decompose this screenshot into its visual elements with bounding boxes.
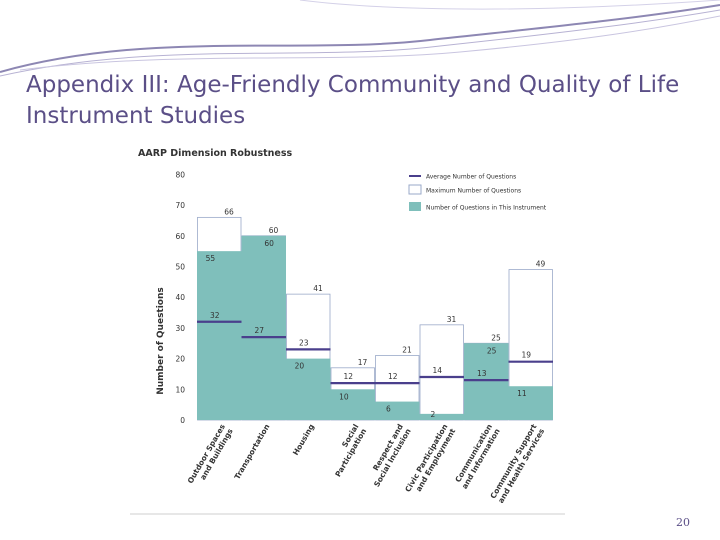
header-swoosh-decoration: [0, 0, 720, 77]
category-label: Transportation: [233, 423, 272, 482]
max-value-label: 21: [402, 346, 412, 355]
max-value-label: 66: [224, 207, 234, 216]
y-tick-label: 20: [175, 355, 185, 364]
average-value-label: 12: [344, 372, 354, 381]
instrument-value-label: 11: [517, 389, 527, 398]
average-value-label: 13: [477, 369, 487, 378]
instrument-bar: [197, 251, 242, 420]
average-value-label: 27: [255, 326, 265, 335]
legend-label: Maximum Number of Questions: [426, 188, 521, 195]
page-number: 20: [676, 516, 690, 529]
instrument-value-label: 6: [386, 405, 391, 414]
max-value-label: 49: [536, 260, 546, 269]
y-tick-label: 70: [175, 201, 185, 210]
instrument-value-label: 2: [430, 410, 435, 419]
instrument-bar: [375, 401, 420, 420]
average-value-label: 12: [388, 372, 398, 381]
max-value-label: 31: [447, 315, 457, 324]
legend-label: Average Number of Questions: [426, 174, 516, 181]
y-tick-label: 50: [175, 263, 185, 272]
y-axis-label: Number of Questions: [156, 287, 166, 395]
instrument-value-label: 60: [264, 239, 274, 248]
legend: Average Number of Questions Maximum Numbe…: [408, 174, 547, 212]
legend-swatch-instrument: [409, 202, 421, 211]
category-label: SocialParticipation: [326, 423, 369, 479]
instrument-bar: [330, 389, 375, 420]
x-axis-category-labels: Outdoor Spacesand BuildingsTransportatio…: [186, 422, 547, 505]
instrument-value-label: 10: [339, 392, 349, 401]
y-tick-label: 30: [175, 324, 185, 333]
instrument-bar: [286, 358, 331, 420]
instrument-bar: [464, 343, 509, 420]
instrument-bar: [508, 386, 553, 420]
category-label: Respect andSocial Inclusion: [364, 423, 413, 489]
category-label: Housing: [291, 423, 316, 457]
instrument-value-label: 55: [206, 254, 216, 263]
y-tick-label: 40: [175, 293, 185, 302]
instrument-bar: [241, 235, 286, 420]
instrument-value-label: 20: [295, 362, 305, 371]
legend-label: Number of Questions in This Instrument: [426, 205, 547, 212]
average-value-label: 19: [522, 351, 532, 360]
y-tick-label: 10: [175, 385, 185, 394]
instrument-bar: [419, 413, 464, 420]
max-value-label: 60: [269, 226, 279, 235]
legend-swatch-maximum: [408, 184, 422, 195]
category-label: Outdoor Spacesand Buildings: [186, 422, 235, 490]
bars: 66 55 32 60 60 27 41 20 23 17 10 12 21 6 12 31 2 14 25 25 13…: [197, 207, 553, 421]
y-tick-label: 60: [175, 232, 185, 241]
y-tick-label: 80: [175, 170, 185, 179]
max-value-label: 41: [313, 284, 323, 293]
category-label: Communicationand Information: [452, 423, 502, 491]
average-value-label: 32: [210, 311, 220, 320]
chart-title: AARP Dimension Robustness: [138, 148, 293, 159]
y-tick-label: 0: [180, 416, 185, 425]
average-value-label: 14: [433, 366, 443, 375]
instrument-value-label: 25: [487, 346, 497, 355]
y-axis-ticks: 0 10 20 30 40 50 60 70 80: [175, 170, 185, 425]
average-value-label: 23: [299, 338, 309, 347]
slide-title: Appendix III: Age-Friendly Community and…: [26, 72, 680, 129]
max-value-label: 17: [358, 358, 368, 367]
max-value-label: 25: [491, 333, 501, 342]
